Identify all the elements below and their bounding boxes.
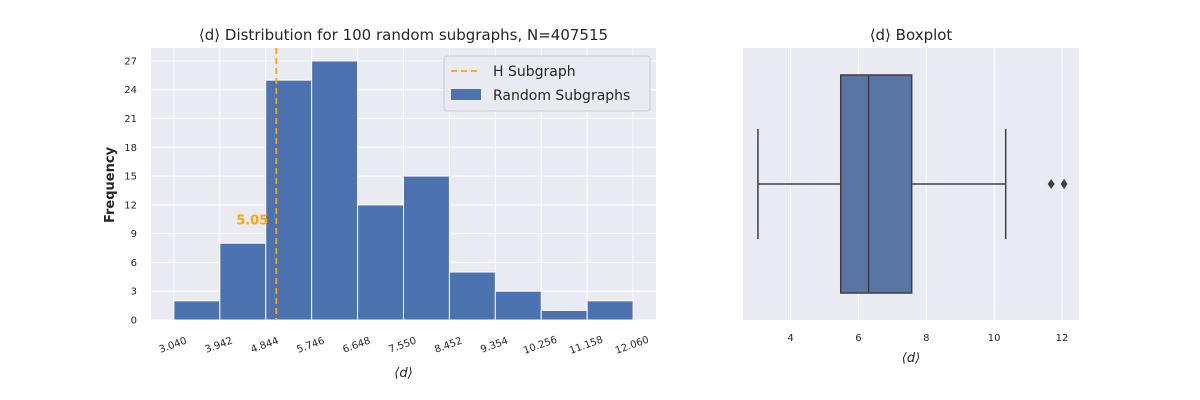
legend: H Subgraph Random Subgraphs (443, 55, 651, 112)
y-tick-label: 0 (131, 316, 137, 327)
legend-patch-icon (451, 89, 481, 100)
x-tick-label: 10.256 (522, 334, 559, 356)
y-tick-label: 27 (124, 56, 137, 67)
legend-item-h-subgraph: H Subgraph (493, 64, 576, 80)
histogram-bar (265, 79, 313, 321)
boxplot-x-tick-label: 8 (923, 333, 929, 344)
histogram-panel: 5.05 0 3 6 9 12 15 18 21 24 27 3.040 3.942 4.844 5.7… (103, 26, 656, 381)
boxplot-x-tick-label: 12 (1056, 333, 1069, 344)
y-tick-label: 21 (124, 114, 137, 125)
histogram-title: ⟨d⟩ Distribution for 100 random subgraph… (199, 26, 608, 44)
x-tick-label: 12.060 (614, 334, 651, 356)
boxplot-x-tick-label: 4 (787, 333, 793, 344)
histogram-bar (173, 300, 221, 321)
histogram-bar (357, 204, 405, 321)
y-tick-label: 18 (124, 143, 137, 154)
histogram-bar (586, 300, 634, 321)
x-tick-label: 7.550 (387, 336, 418, 356)
y-tick-label: 24 (124, 85, 137, 96)
y-tick-label: 9 (131, 229, 137, 240)
outlier-marker (1060, 179, 1068, 189)
histogram-bars (173, 60, 634, 321)
histogram-x-ticks: 3.040 3.942 4.844 5.746 6.648 7.550 8.452 9.354… (158, 334, 651, 356)
legend-item-random-subgraphs: Random Subgraphs (493, 88, 630, 104)
y-tick-label: 6 (131, 258, 137, 269)
x-tick-label: 5.746 (295, 336, 326, 356)
boxplot-x-tick-label: 6 (855, 333, 861, 344)
histogram-x-label: ⟨d⟩ (394, 366, 412, 381)
histogram-y-ticks: 0 3 6 9 12 15 18 21 24 27 (124, 56, 137, 326)
y-tick-label: 15 (124, 172, 137, 183)
boxplot-panel: 4 6 8 10 12 ⟨d⟩ Boxplot ⟨d⟩ (743, 26, 1079, 366)
x-tick-label: 3.040 (158, 336, 189, 356)
x-tick-label: 4.844 (250, 336, 281, 356)
histogram-bar (403, 175, 450, 321)
histogram-bar (540, 309, 588, 321)
histogram-bar (311, 60, 359, 321)
histogram-bar (448, 271, 496, 321)
histogram-bar (494, 290, 542, 321)
h-subgraph-value-label: 5.05 (236, 213, 268, 228)
x-tick-label: 8.452 (433, 336, 464, 356)
boxplot-shapes (757, 74, 1068, 294)
outlier-marker (1047, 179, 1055, 189)
boxplot-x-ticks: 4 6 8 10 12 (787, 333, 1068, 344)
histogram-bar (219, 242, 267, 321)
y-tick-label: 12 (124, 200, 137, 211)
boxplot-x-label: ⟨d⟩ (902, 351, 920, 366)
x-tick-label: 11.158 (568, 334, 605, 356)
x-tick-label: 3.942 (204, 336, 235, 356)
interquartile-box (839, 74, 913, 294)
y-tick-label: 3 (131, 287, 137, 298)
boxplot-x-tick-label: 10 (988, 333, 1001, 344)
boxplot-title: ⟨d⟩ Boxplot (870, 26, 953, 44)
histogram-y-label: Frequency (103, 146, 118, 223)
x-tick-label: 6.648 (341, 336, 372, 356)
x-tick-label: 9.354 (479, 336, 510, 356)
legend-box (443, 55, 651, 112)
